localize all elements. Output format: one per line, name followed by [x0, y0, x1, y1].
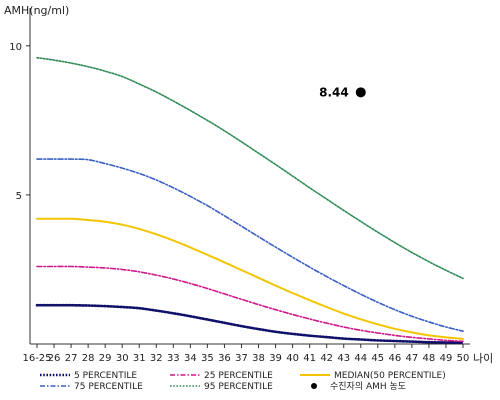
x-tick-label: 30 [116, 353, 129, 364]
legend-marker-dot [311, 383, 317, 389]
x-tick-label: 38 [252, 353, 265, 364]
x-tick-label: 45 [371, 353, 384, 364]
legend-label: 25 PERCENTILE [204, 371, 273, 381]
x-tick-label: 35 [201, 353, 214, 364]
x-tick-label: 43 [337, 353, 350, 364]
x-tick-label: 46 [388, 353, 401, 364]
x-tick-label: 34 [184, 353, 197, 364]
x-tick-label: 50 [457, 353, 470, 364]
legend-label: 75 PERCENTILE [74, 382, 143, 392]
legend: 5 PERCENTILE 25 PERCENTILE MEDIAN(50 PERCE… [40, 371, 446, 392]
x-tick-label: 41 [303, 353, 316, 364]
series-line-5-percentile [35, 303, 465, 345]
x-tick-label: 48 [423, 353, 436, 364]
patient-amh-value-label: 8.44 [319, 85, 349, 99]
legend-marker-label: 수진자의 AMH 농도 [330, 381, 406, 392]
x-tick-label: 33 [167, 353, 180, 364]
patient-amh-point [355, 87, 366, 98]
x-tick-label: 37 [235, 353, 248, 364]
series-line-75-percentile [36, 158, 464, 332]
y-tick-label: 10 [9, 42, 22, 53]
x-tick-label: 28 [82, 353, 95, 364]
x-tick-label: 27 [65, 353, 78, 364]
series-line-25-percentile [36, 265, 464, 343]
legend-label: 95 PERCENTILE [204, 382, 273, 392]
x-tick-label: 16-25 [22, 353, 51, 364]
x-tick-label: 44 [354, 353, 367, 364]
x-tick-label: 26 [48, 353, 61, 364]
y-tick-label: 5 [16, 191, 22, 202]
legend-label: 5 PERCENTILE [74, 371, 137, 381]
x-tick-label: 32 [150, 353, 163, 364]
x-tick-label: 29 [99, 353, 112, 364]
series-line-median-50-percentile [36, 217, 464, 340]
x-tick-label: 40 [286, 353, 299, 364]
x-tick-label: 39 [269, 353, 282, 364]
series-line-95-percentile [36, 56, 464, 280]
x-tick-label: 47 [406, 353, 419, 364]
x-tick-label: 42 [320, 353, 333, 364]
x-tick-label: 49 [440, 353, 453, 364]
y-axis-title: AMH(ng/ml) [4, 4, 69, 17]
x-tick-label: 31 [133, 353, 146, 364]
x-tick-label: 36 [218, 353, 231, 364]
legend-label: MEDIAN(50 PERCENTILE) [334, 371, 446, 381]
x-axis-title: 나이 [473, 352, 493, 365]
